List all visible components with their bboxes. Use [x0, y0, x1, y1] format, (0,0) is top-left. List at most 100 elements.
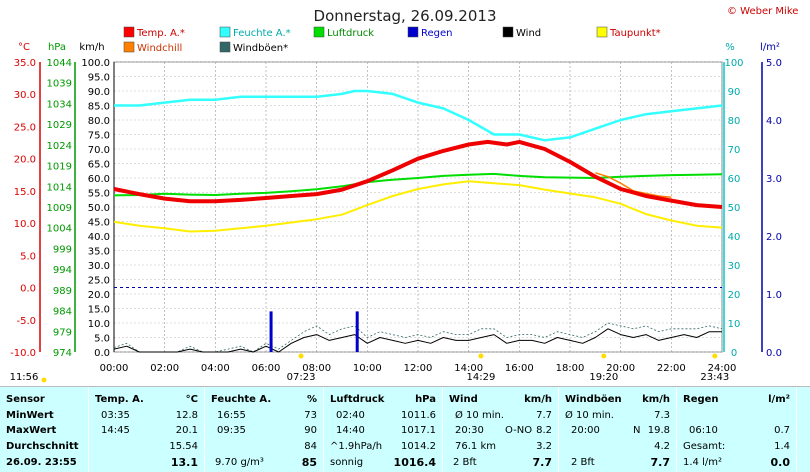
- pressure-tick-0: 1044: [47, 58, 72, 69]
- pressure-tick-2: 1034: [47, 99, 72, 110]
- temp-tick-0: 35.0: [14, 58, 36, 69]
- pressure-unit: hPa: [415, 394, 436, 405]
- wind-max-time: 20:30: [455, 425, 484, 436]
- x-tick-12: 24:00: [708, 363, 737, 374]
- pressure-avg-val: 1014.2: [401, 441, 436, 452]
- label-avg: Durchschnitt: [6, 441, 79, 452]
- pressure-forecast: sonnig: [330, 457, 364, 468]
- copyright: © Weber Mike: [727, 6, 799, 17]
- wind-avg10-label: Ø 10 min.: [455, 410, 504, 421]
- temp-tick-1: 30.0: [14, 90, 36, 101]
- temp-max-val: 20.1: [175, 425, 198, 436]
- humidity-tick-4: 60: [728, 174, 741, 185]
- humidity-title: Feuchte A.: [211, 394, 272, 405]
- temp-min-time: 03:35: [101, 410, 130, 421]
- humidity-tick-2: 80: [728, 116, 741, 127]
- pressure-title: Luftdruck: [330, 394, 385, 405]
- temp-max-time: 14:45: [101, 425, 130, 436]
- event-marker-3: [601, 353, 607, 359]
- gust-now-val: 7.7: [650, 456, 671, 469]
- wind-unit: km/h: [524, 394, 552, 405]
- humidity-tick-7: 30: [728, 261, 741, 272]
- pressure-max-time: 14:40: [336, 425, 365, 436]
- pressure-tick-10: 994: [53, 265, 72, 276]
- temp-tick-3: 20.0: [14, 155, 36, 166]
- x-tick-6: 12:00: [404, 363, 433, 374]
- legend-swatch-1: [219, 26, 231, 38]
- rain-max-val: 0.7: [774, 425, 790, 436]
- legend-label-3: Regen: [421, 28, 453, 39]
- humidity-unit-label: %: [725, 42, 735, 53]
- rain-tick-3: 2.0: [766, 232, 782, 243]
- rain-today: 1.4 l/m²: [683, 457, 722, 468]
- wind-max-dir: O-NO: [505, 425, 533, 436]
- humidity-max-time: 09:35: [217, 425, 246, 436]
- event-label-4: 23:43: [700, 372, 729, 383]
- wind-tick-12: 40.0: [88, 232, 110, 243]
- label-sensor: Sensor: [6, 394, 45, 405]
- humidity-tick-6: 40: [728, 232, 741, 243]
- temp-min-val: 12.8: [175, 410, 198, 421]
- humidity-section: Feuchte A. % 16:55 73 09:35 90 84 9.70 g…: [205, 387, 324, 472]
- temp-tick-7: 0.0: [20, 284, 36, 295]
- wind-tick-13: 35.0: [88, 247, 110, 258]
- legend-swatch-6: [123, 41, 135, 53]
- event-label-1: 07:23: [287, 372, 316, 383]
- event-label-0: 11:56: [10, 372, 39, 383]
- pressure-tick-8: 1004: [47, 224, 72, 235]
- legend-swatch-3: [407, 26, 419, 38]
- humidity-now-val: 85: [301, 456, 317, 469]
- humidity-unit: %: [306, 394, 317, 405]
- wind-line: [113, 328, 722, 353]
- gust-max-time: 20:00: [571, 425, 600, 436]
- humidity-tick-0: 100: [724, 58, 743, 69]
- rain-total-label: Gesamt:: [683, 441, 726, 452]
- event-marker-0: [41, 377, 47, 383]
- pressure-max-val: 1017.1: [401, 425, 436, 436]
- x-tick-5: 10:00: [353, 363, 382, 374]
- rain-unit-label: l/m²: [760, 42, 780, 53]
- stats-table: Sensor MinWert MaxWert Durchschnitt 26.0…: [0, 386, 810, 472]
- pressure-tick-11: 989: [53, 286, 72, 297]
- x-tick-2: 04:00: [201, 363, 230, 374]
- wind-bft: 2 Bft: [453, 457, 477, 468]
- x-tick-7: 14:00: [454, 363, 483, 374]
- gust-avg-val: 4.2: [654, 441, 670, 452]
- wind-tick-17: 15.0: [88, 305, 110, 316]
- weather-chart: Donnerstag, 26.09.2013 Temp. A.* Feuchte A…: [10, 7, 782, 383]
- wind-tick-0: 100.0: [81, 58, 110, 69]
- gust-title: Windböen: [565, 394, 622, 405]
- pressure-tick-13: 979: [53, 327, 72, 338]
- pressure-section: Luftdruck hPa 02:40 1011.6 14:40 1017.1 …: [324, 387, 443, 472]
- temp-now-val: 13.1: [170, 456, 198, 469]
- temp-section: Temp. A. °C 03:35 12.8 14:45 20.1 15.54 …: [89, 387, 205, 472]
- humidity-min-time: 16:55: [217, 410, 246, 421]
- rain-section: Regen l/m² 06:10 0.7 Gesamt: 1.4 1.4 l/m…: [677, 387, 797, 472]
- legend-swatch-0: [123, 26, 135, 38]
- wind-tick-15: 25.0: [88, 276, 110, 287]
- gust-avg10-label: Ø 10 min.: [565, 410, 614, 421]
- rain-tick-2: 3.0: [766, 174, 782, 185]
- legend-swatch-4: [502, 26, 514, 38]
- rain-tick-4: 1.0: [766, 290, 782, 301]
- temp-tick-6: 5.0: [20, 251, 36, 262]
- humidity-tick-8: 20: [728, 290, 741, 301]
- pressure-tick-3: 1029: [47, 120, 72, 131]
- temp-tick-5: 10.0: [14, 219, 36, 230]
- x-tick-11: 22:00: [657, 363, 686, 374]
- rain-unit: l/m²: [768, 394, 790, 405]
- event-label-3: 19:20: [589, 372, 618, 383]
- pressure-tick-5: 1019: [47, 162, 72, 173]
- pressure-line: [113, 172, 723, 197]
- wind-section: Wind km/h Ø 10 min. 7.7 20:30 O-NO 8.2 7…: [443, 387, 559, 472]
- rain-bar-1: [355, 311, 359, 352]
- rain-total-val: 1.4: [774, 441, 790, 452]
- wind-tick-2: 90.0: [88, 87, 110, 98]
- wind-distance: 76.1 km: [455, 441, 496, 452]
- humidity-tick-10: 0: [731, 348, 737, 359]
- humidity-avg-val: 84: [304, 441, 317, 452]
- x-tick-3: 06:00: [252, 363, 281, 374]
- gust-max-val: 19.8: [647, 425, 670, 436]
- pressure-unit-label: hPa: [48, 42, 66, 53]
- temp-avg-val: 15.54: [169, 441, 198, 452]
